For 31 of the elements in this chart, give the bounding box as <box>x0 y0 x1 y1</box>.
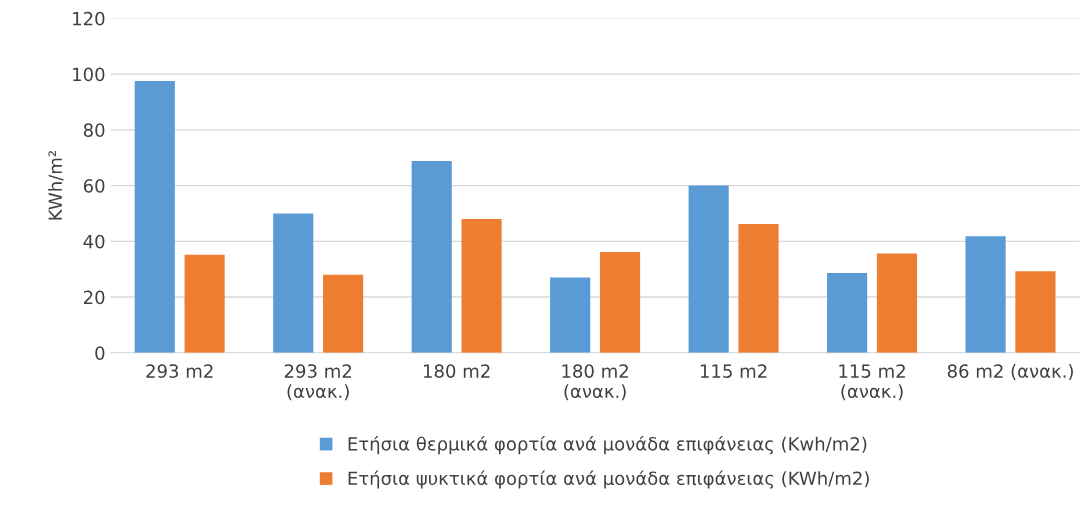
bar <box>599 251 641 353</box>
bar <box>273 213 314 353</box>
bar <box>965 236 1006 353</box>
bar <box>184 254 225 353</box>
bar <box>550 277 591 353</box>
y-tick-label: 60 <box>83 179 105 193</box>
bar <box>1015 271 1056 353</box>
bar <box>134 81 175 353</box>
legend-label: Ετήσια θερμικά φορτία ανά μονάδα επιφάνειας (Kwh/m2) <box>348 435 867 455</box>
bar <box>827 273 868 353</box>
bar <box>411 161 452 353</box>
y-tick-label: 120 <box>73 11 105 26</box>
y-tick-label: 0 <box>95 346 105 360</box>
bar <box>738 224 779 353</box>
y-tick-label: 20 <box>83 290 105 305</box>
bar <box>323 274 364 353</box>
x-tick-label: 115 m2 (ανακ.) <box>839 364 905 401</box>
bar <box>688 185 729 353</box>
y-tick-label: 80 <box>83 123 105 137</box>
bar <box>461 219 502 353</box>
y-tick-label: 40 <box>83 234 105 249</box>
x-tick-label: 180 m2 <box>423 364 490 378</box>
x-tick-label: 180 m2 (ανακ.) <box>562 364 628 401</box>
y-axis-title: KWh/m² <box>48 151 64 220</box>
y-tick-label: 100 <box>73 67 105 82</box>
legend-label: Ετήσια ψυκτικά φορτία ανά μονάδα επιφάνειας (KWh/m2) <box>348 470 869 489</box>
x-tick-label: 293 m2 <box>146 364 213 378</box>
bar <box>876 253 918 353</box>
x-tick-label: 293 m2 (ανακ.) <box>284 364 351 401</box>
x-tick-label: 115 m2 <box>700 364 767 378</box>
x-tick-label: 86 m2 (ανακ.) <box>947 363 1073 381</box>
